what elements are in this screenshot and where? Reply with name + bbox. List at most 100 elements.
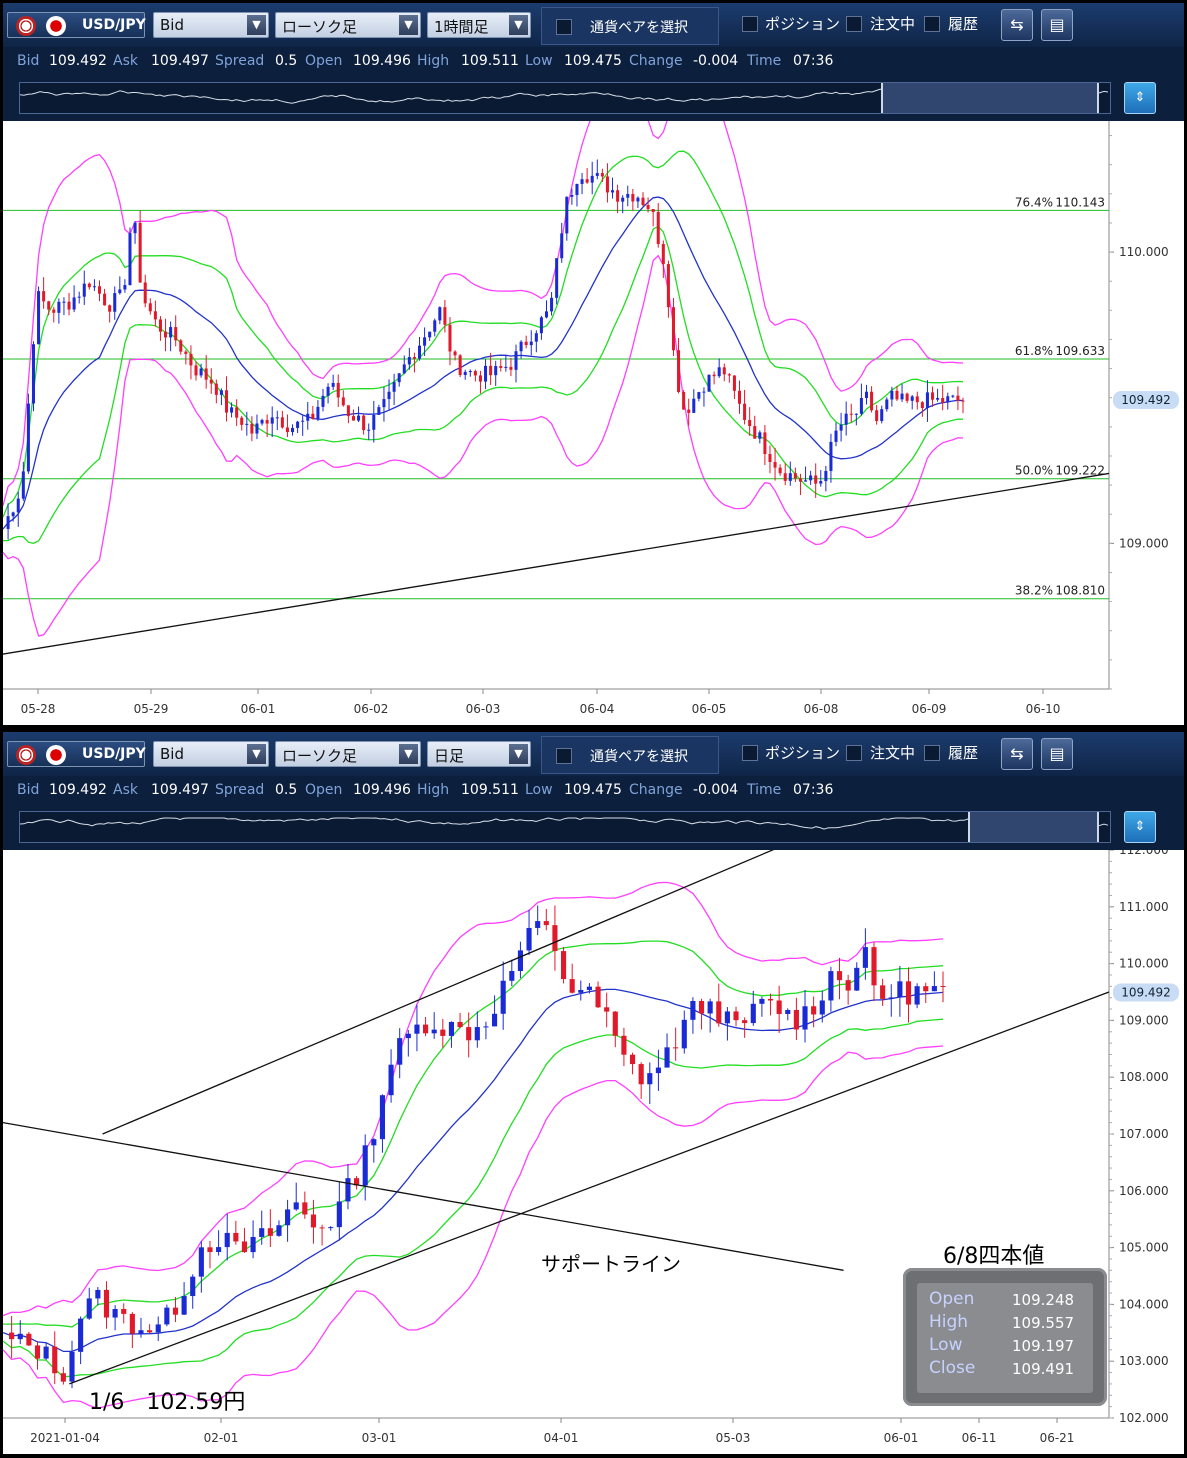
candle-body [474, 1027, 480, 1041]
candle-body [839, 424, 843, 431]
candle-body [814, 475, 818, 484]
candle-body [666, 264, 670, 308]
candle-body [655, 1067, 661, 1074]
select-pair-label: 通貨ペアを選択 [590, 20, 688, 36]
navigator-window[interactable] [968, 812, 1100, 842]
candle-body [431, 1029, 437, 1034]
price-tick-label: 108.000 [1119, 1070, 1169, 1084]
price-tick-label: 110.000 [1119, 245, 1169, 259]
select-pair-button[interactable]: 通貨ペアを選択 [541, 736, 719, 774]
window-icon[interactable]: ▤ [1041, 738, 1073, 770]
candle-body [605, 176, 609, 193]
candle-body [164, 331, 168, 338]
select-pair-checkbox[interactable] [556, 748, 572, 764]
candle-body [753, 426, 757, 439]
candle-body [47, 301, 51, 310]
time-tick-label: 06-09 [912, 702, 947, 716]
bollinger-upper-1sigma [3, 150, 964, 518]
candle-body [664, 1047, 670, 1068]
candle-body [121, 1308, 127, 1314]
bollinger-upper-1sigma [3, 940, 944, 1328]
candle-body [499, 366, 503, 368]
candle-body [483, 1026, 489, 1028]
low-label: Low [525, 53, 553, 69]
candle-body [783, 473, 787, 481]
refresh-icon[interactable]: ⇆ [1001, 9, 1033, 41]
window-icon[interactable]: ▤ [1041, 9, 1073, 41]
daily-candlestick-chart[interactable]: 102.000 103.000 104.000 105.000 106.000 107.0… [3, 850, 1184, 1454]
change-value: -0.004 [693, 53, 739, 69]
candle-body [895, 390, 899, 400]
ohlc-close-label: Close [929, 1358, 976, 1378]
navigator-bar: ⇕ [3, 804, 1184, 850]
candle-body [267, 1228, 273, 1236]
select-pair-checkbox[interactable] [556, 19, 572, 35]
candle-body [345, 1178, 351, 1202]
history-checkbox[interactable] [924, 745, 940, 761]
candle-body [681, 1019, 687, 1049]
candle-body [21, 471, 25, 499]
order-checkbox[interactable] [846, 745, 862, 761]
candle-body [255, 423, 259, 434]
timeframe-select[interactable]: 日足 ▼ [427, 741, 531, 767]
candle-body [776, 1000, 782, 1014]
candle-body [743, 403, 747, 420]
candle-body [595, 173, 599, 176]
candle-body [544, 311, 549, 318]
current-price-label: 109.492 [1121, 393, 1171, 407]
quote-bar: Bid 109.492 Ask 109.497 Spread 0.5 Open … [3, 776, 1184, 804]
candle-body [802, 1006, 808, 1030]
candle-body [727, 374, 731, 376]
price-tick-label: 105.000 [1119, 1241, 1169, 1255]
select-pair-button[interactable]: 通貨ペアを選択 [541, 7, 719, 45]
candle-body [301, 420, 305, 422]
candle-body [26, 1333, 32, 1346]
fibonacci-value: 109.633 [1055, 344, 1105, 358]
bollinger-lower-2sigma [3, 254, 964, 637]
candle-body [931, 986, 937, 992]
navigator-window[interactable] [881, 83, 1100, 113]
candle-body [698, 1000, 705, 1014]
candle-body [245, 423, 249, 425]
candle-body [748, 419, 752, 427]
price-type-select[interactable]: Bid ▼ [153, 12, 269, 38]
ask-value: 109.497 [151, 53, 209, 69]
candle-body [631, 194, 635, 202]
candle-body [829, 441, 833, 471]
navigator-toggle-icon[interactable]: ⇕ [1124, 811, 1156, 843]
price-type-value: Bid [160, 16, 184, 34]
candle-body [95, 1289, 101, 1299]
price-type-select[interactable]: Bid ▼ [153, 741, 269, 767]
current-price-badge [1113, 983, 1179, 1002]
position-checkbox[interactable] [742, 16, 758, 32]
order-checkbox[interactable] [846, 16, 862, 32]
candle-body [925, 392, 929, 409]
trendline [102, 850, 775, 1135]
candle-body [179, 340, 183, 352]
history-checkbox[interactable] [924, 16, 940, 32]
navigator-track[interactable] [19, 82, 1111, 114]
candle-body [321, 395, 325, 407]
candle-body [407, 357, 411, 365]
open-value: 109.496 [353, 53, 411, 69]
candle-body [716, 1001, 722, 1024]
position-checkbox[interactable] [742, 745, 758, 761]
chart-type-select[interactable]: ローソク足 ▼ [275, 741, 421, 767]
candle-body [509, 971, 515, 981]
fibonacci-label: 76.4% [1015, 195, 1053, 209]
navigator-track[interactable] [19, 811, 1111, 843]
candle-body [204, 368, 208, 380]
candle-body [123, 285, 127, 290]
candle-body [328, 1227, 334, 1229]
support-line-annotation: サポートライン [541, 1252, 681, 1276]
refresh-icon[interactable]: ⇆ [1001, 738, 1033, 770]
candle-body [448, 1021, 455, 1036]
navigator-toggle-icon[interactable]: ⇕ [1124, 82, 1156, 114]
candle-body [763, 432, 767, 455]
currency-pair-selector[interactable]: USD/JPY [7, 12, 146, 38]
chart-type-select[interactable]: ローソク足 ▼ [275, 12, 421, 38]
hourly-candlestick-chart[interactable]: 109.000 110.000 05-28 05-29 06-01 06-02 06-03 0… [3, 121, 1184, 725]
candle-body [621, 1035, 627, 1055]
currency-pair-selector[interactable]: USD/JPY [7, 741, 146, 767]
timeframe-select[interactable]: 1時間足 ▼ [427, 12, 531, 38]
